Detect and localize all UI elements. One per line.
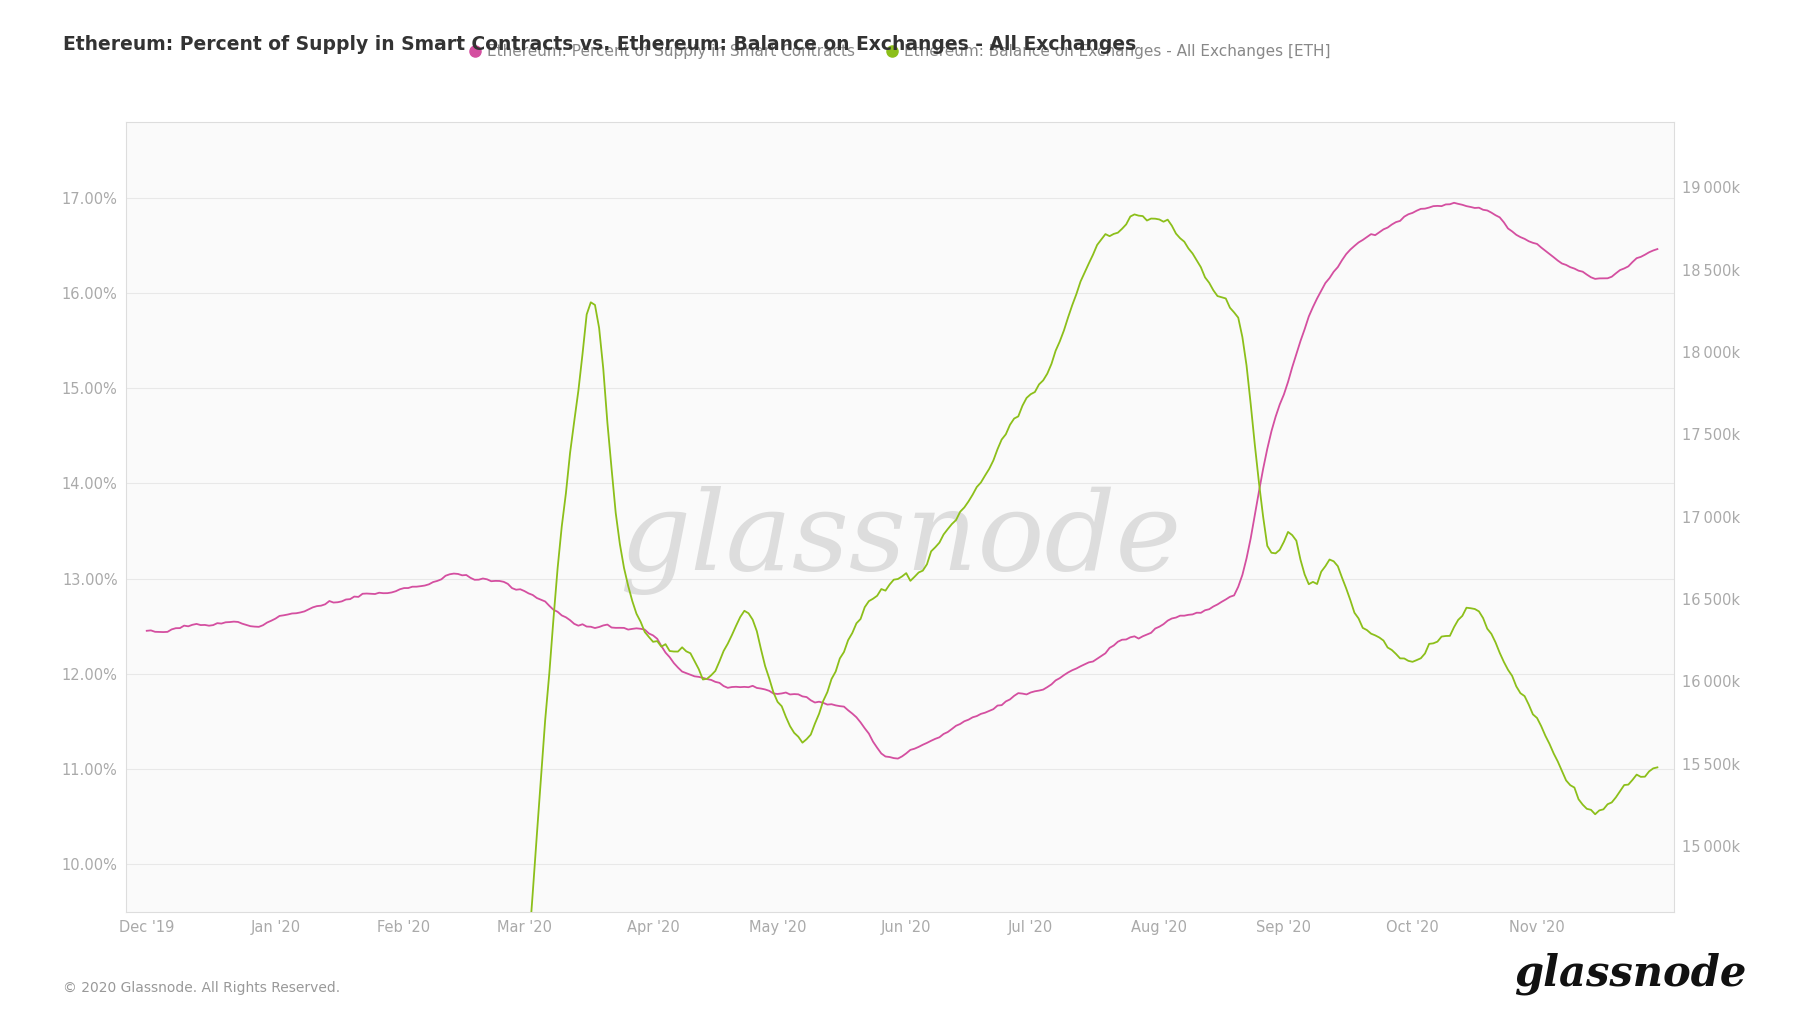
Text: glassnode: glassnode bbox=[619, 486, 1181, 595]
Text: © 2020 Glassnode. All Rights Reserved.: © 2020 Glassnode. All Rights Reserved. bbox=[63, 981, 340, 995]
Text: Ethereum: Percent of Supply in Smart Contracts vs. Ethereum: Balance on Exchange: Ethereum: Percent of Supply in Smart Con… bbox=[63, 35, 1136, 55]
Legend: Ethereum: Percent of Supply in Smart Contracts, Ethereum: Balance on Exchanges -: Ethereum: Percent of Supply in Smart Con… bbox=[463, 38, 1337, 66]
Text: glassnode: glassnode bbox=[1514, 952, 1746, 995]
